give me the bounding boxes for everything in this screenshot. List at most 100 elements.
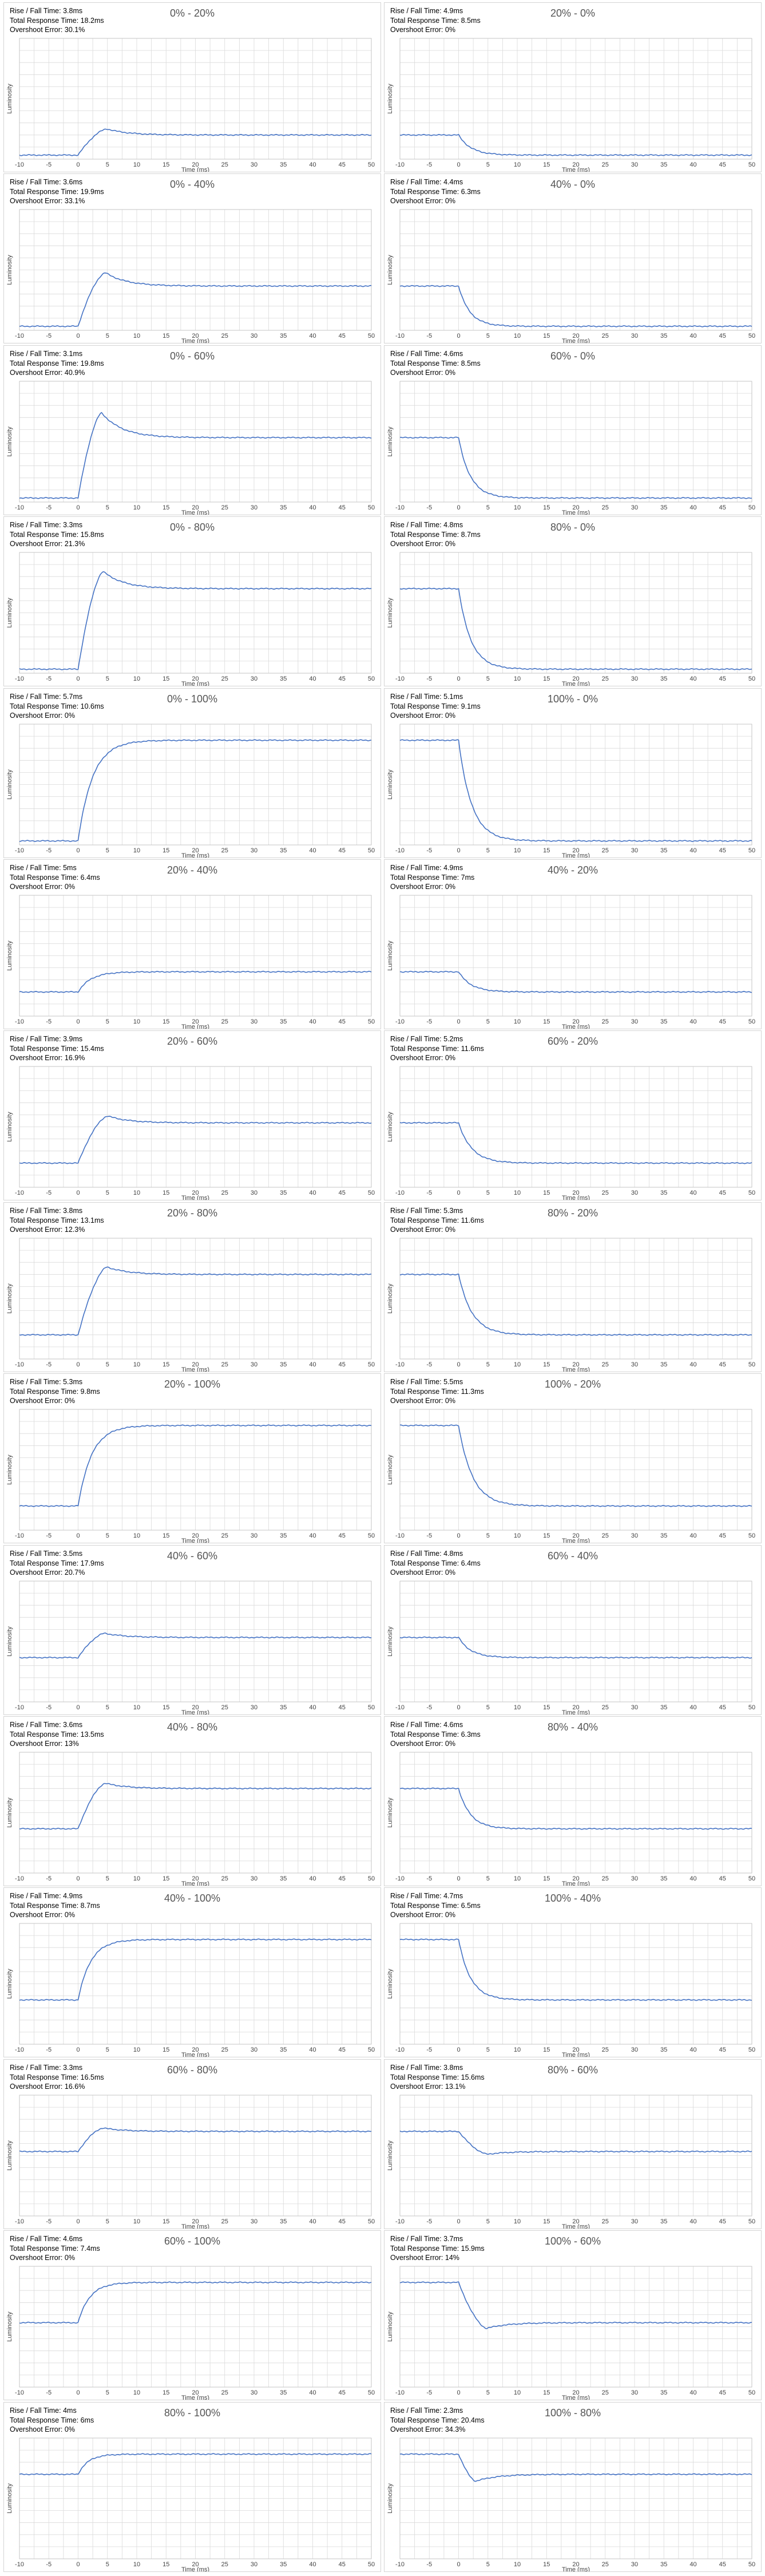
response-chart-panel: Rise / Fall Time: 3.9ms Total Response Ti… <box>3 1030 381 1200</box>
overshoot-error-value: 0% <box>445 1226 455 1234</box>
x-tick-label: -10 <box>395 847 405 854</box>
response-chart-panel: Rise / Fall Time: 3.6ms Total Response Ti… <box>3 1716 381 1886</box>
y-axis-label: Luminosity <box>6 255 13 285</box>
chart-title: 0% - 20% <box>169 7 215 19</box>
plot-area <box>399 1752 752 1874</box>
total-response-time: Total Response Time: 8.5ms <box>390 16 481 26</box>
x-tick-label: 20 <box>192 1190 199 1196</box>
overshoot-error-label: Overshoot Error: <box>390 883 445 891</box>
total-response-time-label: Total Response Time: <box>10 702 81 710</box>
plot-area <box>19 1238 372 1360</box>
x-tick-label: 45 <box>719 333 726 339</box>
total-response-time-label: Total Response Time: <box>10 2073 81 2081</box>
response-chart-panel: Rise / Fall Time: 4.6ms Total Response Ti… <box>384 345 762 515</box>
x-tick-label: 10 <box>514 847 521 854</box>
overshoot-error-label: Overshoot Error: <box>390 369 445 377</box>
x-tick-label: 30 <box>251 161 257 168</box>
plot-area <box>399 895 752 1017</box>
total-response-time: Total Response Time: 8.7ms <box>390 530 481 540</box>
x-tick-label: -10 <box>395 504 405 511</box>
y-axis-label: Luminosity <box>387 598 394 628</box>
response-chart-panel: Rise / Fall Time: 3.6ms Total Response Ti… <box>3 173 381 343</box>
response-chart-panel: Rise / Fall Time: 5.3ms Total Response Ti… <box>384 1202 762 1372</box>
chart-title: 100% - 40% <box>544 1893 601 1904</box>
total-response-time: Total Response Time: 7.4ms <box>10 2244 100 2254</box>
rise-fall-time-label: Rise / Fall Time: <box>390 1892 444 1900</box>
x-tick-label: 30 <box>631 1361 638 1368</box>
x-tick-label: 30 <box>251 1018 257 1025</box>
x-tick-label: 10 <box>133 333 140 339</box>
rise-fall-time-value: 4.8ms <box>443 521 463 529</box>
x-tick-label: 5 <box>106 2561 109 2568</box>
total-response-time-value: 8.7ms <box>461 530 481 539</box>
luminosity-series-line <box>399 1121 752 1164</box>
x-tick-label: 40 <box>689 504 696 511</box>
x-tick-label: 25 <box>221 504 228 511</box>
x-tick-label: 30 <box>631 1190 638 1196</box>
x-tick-label: 45 <box>719 675 726 682</box>
overshoot-error: Overshoot Error: 0% <box>390 1739 481 1749</box>
line-chart: -10 -5 0 5 10 15 20 25 30 35 40 45 50 Time (ms) Lumino… <box>387 2095 755 2229</box>
x-tick-label: 45 <box>339 2561 346 2568</box>
overshoot-error-label: Overshoot Error: <box>10 540 65 548</box>
x-tick-label: 30 <box>251 1532 257 1539</box>
plot-area <box>19 209 372 331</box>
rise-fall-time: Rise / Fall Time: 5.1ms <box>390 692 481 702</box>
x-tick-label: 5 <box>486 333 490 339</box>
response-chart-panel: Rise / Fall Time: 4.6ms Total Response Ti… <box>3 2230 381 2400</box>
total-response-time-label: Total Response Time: <box>390 530 461 539</box>
rise-fall-time: Rise / Fall Time: 4.6ms <box>390 349 481 359</box>
total-response-time-value: 11.3ms <box>461 1387 484 1396</box>
x-tick-label: 20 <box>192 161 199 168</box>
x-tick-label: 45 <box>719 1875 726 1882</box>
x-tick-label: 15 <box>162 1875 169 1882</box>
x-tick-label: 10 <box>133 1704 140 1711</box>
luminosity-series-line <box>399 970 752 993</box>
plot-area <box>399 1238 752 1360</box>
overshoot-error-label: Overshoot Error: <box>390 1054 445 1062</box>
x-tick-label: 50 <box>368 1704 375 1711</box>
rise-fall-time-value: 5.2ms <box>443 1035 463 1043</box>
line-chart: -10 -5 0 5 10 15 20 25 30 35 40 45 50 Time (ms) Lumino… <box>387 38 755 172</box>
x-tick-label: 10 <box>133 2389 140 2396</box>
x-tick-label: 50 <box>748 504 755 511</box>
total-response-time-label: Total Response Time: <box>390 1216 461 1224</box>
total-response-time-value: 13.5ms <box>80 1730 104 1739</box>
x-axis-label: Time (ms) <box>562 1195 590 1200</box>
luminosity-series-line <box>19 1424 372 1507</box>
overshoot-error: Overshoot Error: 13.1% <box>390 2082 485 2092</box>
x-tick-label: 20 <box>572 1018 579 1025</box>
x-tick-label: -10 <box>15 1018 24 1025</box>
x-tick-label: 20 <box>192 675 199 682</box>
plot-area <box>399 2437 752 2559</box>
response-chart-panel: Rise / Fall Time: 3.8ms Total Response Ti… <box>384 2059 762 2229</box>
x-tick-label: 10 <box>514 333 521 339</box>
total-response-time-label: Total Response Time: <box>10 1387 81 1396</box>
chart-stats: Rise / Fall Time: 4.6ms Total Response Ti… <box>10 2234 100 2263</box>
x-axis-label: Time (ms) <box>562 1709 590 1715</box>
rise-fall-time-label: Rise / Fall Time: <box>10 1378 64 1386</box>
total-response-time: Total Response Time: 17.9ms <box>10 1559 104 1568</box>
total-response-time-value: 8.5ms <box>461 16 481 25</box>
rise-fall-time-value: 4.9ms <box>443 864 463 872</box>
rise-fall-time: Rise / Fall Time: 4.7ms <box>390 1891 481 1901</box>
x-tick-label: 25 <box>602 2218 609 2225</box>
chart-title: 100% - 60% <box>544 2235 601 2247</box>
x-tick-label: 15 <box>162 675 169 682</box>
x-axis-label: Time (ms) <box>181 2223 209 2229</box>
x-tick-label: -10 <box>15 675 24 682</box>
overshoot-error-value: 0% <box>445 26 455 34</box>
x-tick-label: 5 <box>486 1018 490 1025</box>
x-tick-label: 25 <box>602 675 609 682</box>
x-tick-label: 25 <box>221 1704 228 1711</box>
plot-area <box>19 1409 372 1531</box>
overshoot-error: Overshoot Error: 0% <box>10 882 100 892</box>
line-chart: -10 -5 0 5 10 15 20 25 30 35 40 45 50 Time (ms) Lumino… <box>6 209 375 343</box>
total-response-time-label: Total Response Time: <box>390 1730 461 1739</box>
chart-title: 100% - 0% <box>547 693 598 705</box>
x-tick-label: 10 <box>133 1018 140 1025</box>
x-tick-label: 5 <box>106 1018 109 1025</box>
x-tick-label: 20 <box>572 1875 579 1882</box>
x-tick-label: -10 <box>395 675 405 682</box>
total-response-time: Total Response Time: 9.1ms <box>390 702 481 712</box>
